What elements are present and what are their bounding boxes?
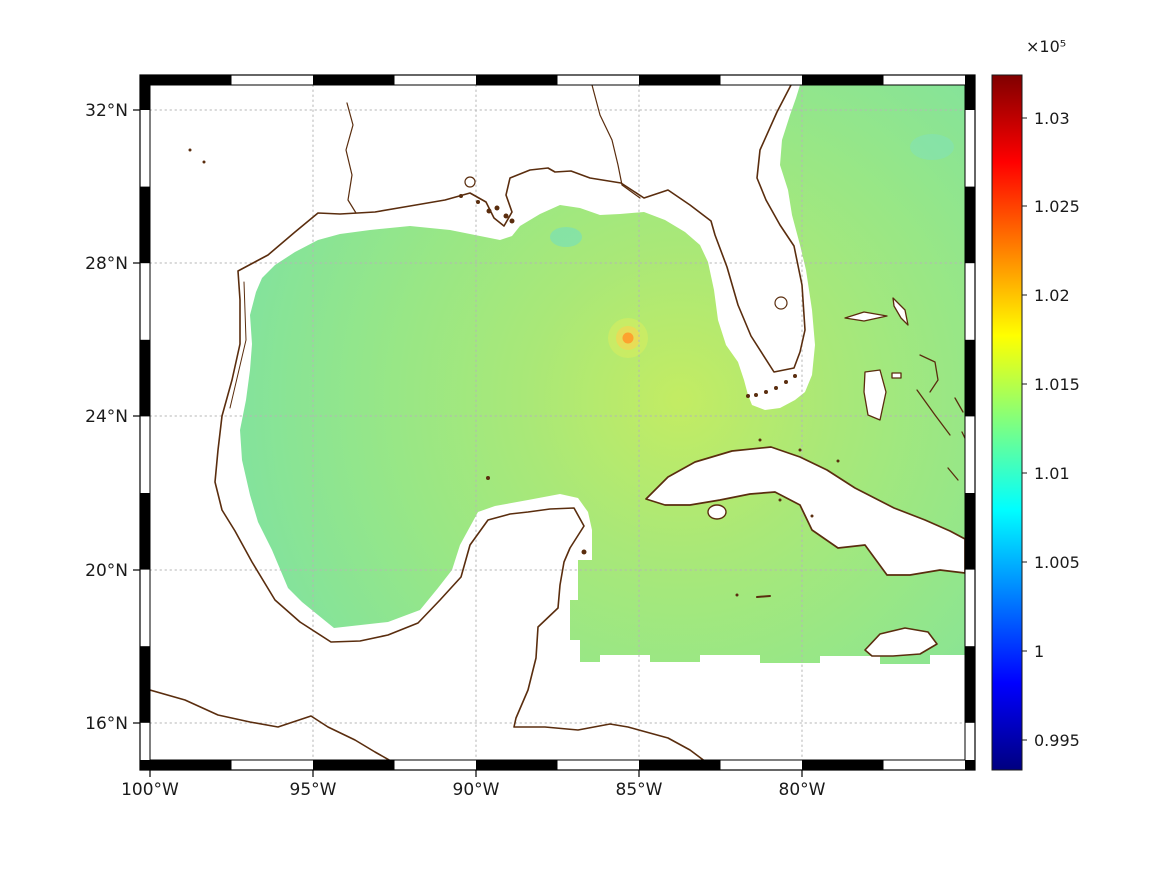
river-apalachicola (591, 85, 641, 199)
colorbar-tick-label-7: 0.995 (1034, 731, 1080, 750)
island-dots (188, 148, 840, 597)
eleuthera (919, 354, 939, 393)
y-tick-label-2: 24°N (85, 407, 128, 427)
colorbar: 1.03 1.025 1.02 1.015 1.01 1.005 1 0.995… (991, 37, 1080, 771)
y-tick-label-0: 32°N (85, 101, 128, 121)
colorbar-labels: 1.03 1.025 1.02 1.015 1.01 1.005 1 0.995 (1034, 109, 1080, 750)
x-tick-label-3: 85°W (616, 780, 663, 800)
colorbar-tick-label-6: 1 (1034, 642, 1044, 661)
abaco (892, 297, 909, 326)
colorbar-ticks (1022, 117, 1027, 741)
long-island (961, 431, 965, 440)
frame-inner-outline (149, 84, 966, 761)
map-frame (139, 74, 976, 771)
y-axis-labels: 32°N 28°N 24°N 20°N 16°N (85, 101, 128, 734)
cayman-islands (756, 595, 771, 598)
new-providence (891, 372, 902, 379)
high-spot-core (622, 332, 634, 344)
bahamas-islands (844, 297, 965, 481)
lake-pontchartrain (464, 176, 476, 188)
mainland-coastline (214, 85, 806, 760)
colorbar-tick-label-0: 1.03 (1034, 109, 1070, 128)
coastlines (150, 85, 965, 760)
colorbar-tick-label-2: 1.02 (1034, 286, 1070, 305)
y-tick-label-4: 16°N (85, 714, 128, 734)
pacific-coastline (150, 689, 391, 760)
river-sabine (345, 102, 357, 214)
low-spot-north-gulf (550, 227, 582, 247)
x-axis-labels: 100°W 95°W 90°W 85°W 80°W (121, 780, 826, 800)
crooked-island (947, 467, 959, 481)
x-axis-ticks (149, 770, 803, 777)
colorbar-tick-label-5: 1.005 (1034, 553, 1080, 572)
cuba-island (645, 446, 965, 576)
x-tick-label-1: 95°W (290, 780, 337, 800)
texas-lagoon-line (229, 281, 247, 409)
colorbar-tick-label-4: 1.01 (1034, 464, 1070, 483)
lake-okeechobee (774, 296, 788, 310)
grand-bahama (844, 311, 888, 322)
frame-outer-outline (139, 74, 976, 771)
field-anomalies (550, 134, 954, 358)
x-tick-label-0: 100°W (121, 780, 179, 800)
data-field (240, 85, 965, 664)
x-tick-label-4: 80°W (779, 780, 826, 800)
andros (863, 369, 887, 421)
map-plot: 100°W 95°W 90°W 85°W 80°W 32°N 28°N 24°N… (85, 74, 976, 800)
isla-juventud (707, 504, 727, 520)
plot-area-content (150, 85, 965, 760)
exuma-chain (916, 389, 951, 436)
gridlines (150, 85, 965, 760)
colorbar-gradient (991, 74, 1023, 771)
cat-island (954, 397, 964, 413)
jamaica-island (864, 627, 938, 657)
y-axis-ticks (133, 109, 140, 724)
frame-black-segments (140, 75, 975, 770)
y-tick-label-3: 20°N (85, 561, 128, 581)
y-tick-label-1: 28°N (85, 254, 128, 274)
colorbar-tick-label-3: 1.015 (1034, 375, 1080, 394)
low-spot-atlantic (910, 134, 954, 160)
colorbar-exponent-label: ×10⁵ (1026, 37, 1066, 56)
colorbar-tick-label-1: 1.025 (1034, 197, 1080, 216)
x-tick-label-2: 90°W (453, 780, 500, 800)
